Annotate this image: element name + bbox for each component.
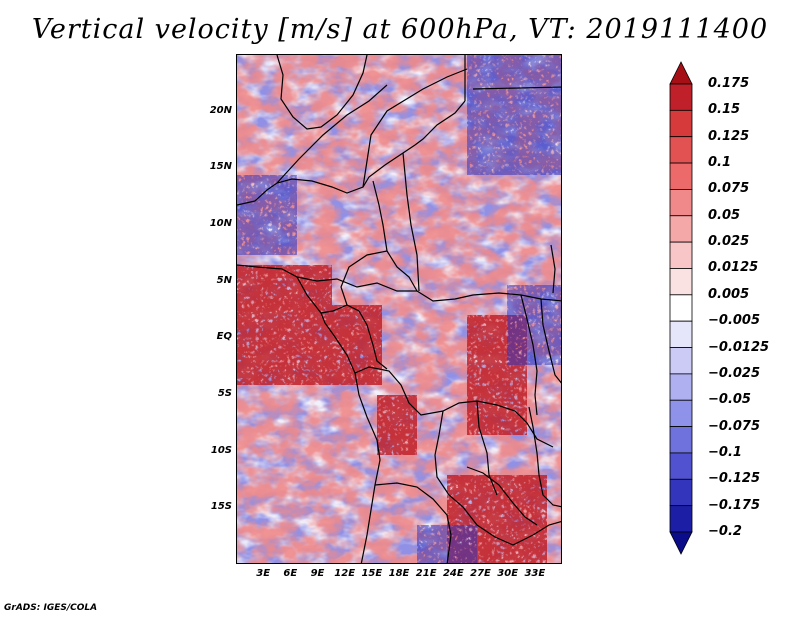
colorbar-swatch xyxy=(669,478,693,507)
colorbar-swatch xyxy=(669,241,693,269)
colorbar-tick-label: −0.075 xyxy=(708,418,761,434)
lon-tick-label: 9E xyxy=(310,568,325,579)
colorbar-swatch xyxy=(669,136,693,164)
colorbar-tick-label: −0.2 xyxy=(708,524,742,539)
colorbar-swatch xyxy=(669,426,693,454)
lat-tick-label: EQ xyxy=(216,331,232,343)
colorbar-tick-label: 0.05 xyxy=(708,207,741,223)
colorbar-swatch xyxy=(669,452,693,480)
colorbar-swatch xyxy=(669,61,693,85)
map-panel[interactable] xyxy=(236,54,562,564)
colorbar-swatch xyxy=(669,347,693,375)
colorbar-tick-label: 0.025 xyxy=(708,234,750,250)
colorbar-swatch xyxy=(669,268,693,296)
lon-tick-label: 12E xyxy=(334,568,356,579)
colorbar-tick-label: 0.075 xyxy=(708,181,750,197)
lon-tick-label: 6E xyxy=(283,568,298,579)
lon-tick-label: 33E xyxy=(524,568,546,579)
colorbar-swatch xyxy=(669,294,693,322)
colorbar-tick-label: 0.15 xyxy=(708,102,741,118)
lon-tick-label: 21E xyxy=(415,568,437,579)
lon-tick-label: 30E xyxy=(497,568,519,579)
lat-tick-label: 5N xyxy=(216,274,232,286)
colorbar xyxy=(669,61,693,555)
lat-tick-label: 15N xyxy=(209,161,232,173)
lon-tick-label: 18E xyxy=(388,568,410,579)
lat-tick-label: 20N xyxy=(209,104,232,116)
colorbar-tick-label: 0.175 xyxy=(708,76,750,91)
colorbar-swatch xyxy=(669,215,693,243)
colorbar-swatch xyxy=(669,109,693,138)
colorbar-tick-label: −0.005 xyxy=(708,313,761,329)
colorbar-tick-label: 0.005 xyxy=(708,286,750,302)
lon-tick-label: 27E xyxy=(470,568,491,579)
colorbar-swatch xyxy=(669,505,693,533)
colorbar-tick-label: −0.125 xyxy=(708,471,761,487)
map-title: Vertical velocity [m/s] at 600hPa, VT: 2… xyxy=(31,14,769,45)
lon-tick-label: 24E xyxy=(442,568,464,579)
velocity-field xyxy=(237,55,561,563)
colorbar-swatch xyxy=(669,320,693,348)
colorbar-tick-label: −0.1 xyxy=(708,444,742,460)
footer-credit: GrADS: IGES/COLA xyxy=(4,603,98,613)
colorbar-tick-label: −0.05 xyxy=(708,392,751,408)
colorbar-tick-label: −0.0125 xyxy=(708,339,770,355)
colorbar-swatch xyxy=(669,162,693,190)
colorbar-swatch xyxy=(669,399,693,427)
lat-tick-label: 10S xyxy=(210,444,232,456)
colorbar-tick-label: −0.175 xyxy=(708,497,761,513)
lon-tick-label: 15E xyxy=(361,568,383,579)
country-borders xyxy=(237,55,561,563)
lat-tick-label: 15S xyxy=(210,501,232,513)
colorbar-tick-label: −0.025 xyxy=(708,365,761,381)
lat-tick-label: 10N xyxy=(209,218,232,229)
colorbar-tick-label: 0.0125 xyxy=(708,260,759,276)
lon-tick-label: 3E xyxy=(256,568,271,579)
colorbar-tick-label: 0.1 xyxy=(708,155,732,171)
colorbar-swatch xyxy=(669,373,693,401)
colorbar-tick-label: 0.125 xyxy=(708,128,750,144)
colorbar-swatch xyxy=(669,83,693,111)
colorbar-swatch xyxy=(669,189,693,217)
lat-tick-label: 5S xyxy=(217,388,232,399)
colorbar-swatch xyxy=(669,531,693,555)
